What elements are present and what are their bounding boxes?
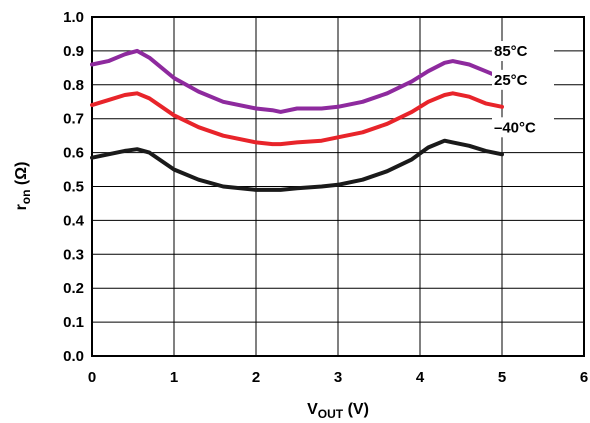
x-tick-labels: 0 1 2 3 4 5 6 (88, 369, 588, 386)
y-tick-label: 0.4 (63, 212, 85, 229)
y-tick-labels: 0.0 0.1 0.2 0.3 0.4 0.5 0.6 0.7 0.8 0.9 1.0 (63, 9, 85, 365)
series-label-bg (492, 69, 554, 90)
x-tick-label: 5 (498, 369, 506, 386)
series-label-bg (492, 117, 554, 138)
y-tick-label: 0.7 (63, 111, 84, 128)
plot-frame (91, 16, 585, 357)
series-label-bg (492, 41, 554, 62)
x-tick-label: 1 (170, 369, 178, 386)
x-tick-label: 0 (88, 369, 96, 386)
y-tick-label: 0.5 (63, 179, 84, 196)
series-line-2 (90, 138, 504, 192)
series-label-0: 85°C (494, 43, 528, 60)
series-line-1 (90, 91, 504, 147)
x-tick-label: 2 (252, 369, 260, 386)
x-tick-label: 4 (416, 369, 425, 386)
y-tick-label: 0.1 (63, 314, 84, 331)
y-tick-label: 1.0 (63, 9, 84, 26)
series-line-0 (90, 48, 504, 114)
x-tick-label: 3 (334, 369, 342, 386)
x-axis-label: VOUT (V) (307, 401, 369, 421)
y-tick-label: 0.6 (63, 145, 84, 162)
series-labels: 85°C 25°C –40°C (492, 41, 554, 138)
series-label-2: –40°C (494, 119, 536, 136)
series-label-1: 25°C (494, 72, 528, 89)
y-tick-label: 0.9 (63, 43, 84, 60)
y-tick-label: 0.0 (63, 348, 84, 365)
y-tick-label: 0.2 (63, 280, 84, 297)
series-layer (90, 48, 504, 192)
y-tick-label: 0.8 (63, 77, 84, 94)
y-tick-label: 0.3 (63, 246, 84, 263)
x-tick-label: 6 (580, 369, 588, 386)
y-axis-label: ron (Ω) (13, 162, 33, 211)
